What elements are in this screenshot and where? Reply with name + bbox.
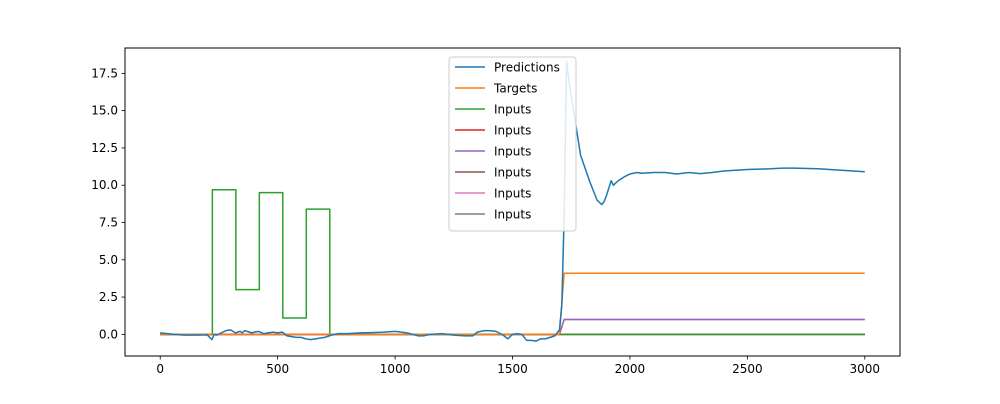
- y-tick-label: 7.5: [99, 216, 118, 230]
- y-tick-label: 10.0: [91, 178, 118, 192]
- x-tick-label: 0: [156, 362, 164, 376]
- series-line-predictions-0: [160, 60, 865, 342]
- series-line-inputs-4: [160, 318, 865, 336]
- y-tick-label: 15.0: [91, 104, 118, 118]
- legend-label: Inputs: [494, 124, 531, 138]
- legend-label: Inputs: [494, 187, 531, 201]
- y-tick-label: 17.5: [91, 66, 118, 80]
- legend-label: Inputs: [494, 145, 531, 159]
- series-line-inputs-6: [160, 318, 865, 336]
- y-tick-label: 5.0: [99, 253, 118, 267]
- x-tick-label: 2000: [615, 362, 646, 376]
- y-tick-label: 12.5: [91, 141, 118, 155]
- y-axis: 0.0 2.5 5.0 7.5 10.0 12.5 15.0 17.5: [91, 66, 125, 341]
- x-tick-label: 1000: [380, 362, 411, 376]
- y-tick-label: 2.5: [99, 290, 118, 304]
- series-line-inputs-2: [160, 188, 865, 336]
- legend-box: [448, 56, 577, 232]
- legend-label: Targets: [493, 82, 537, 96]
- legend-label: Inputs: [494, 103, 531, 117]
- x-axis: 0 500 1000 1500 2000 2500 3000: [156, 356, 880, 376]
- series-layer: [160, 60, 865, 342]
- legend-label: Inputs: [494, 166, 531, 180]
- legend-label: Inputs: [494, 208, 531, 222]
- y-tick-label: 0.0: [99, 327, 118, 341]
- legend: Predictions Targets Inputs Inputs Inputs Inpu…: [448, 56, 577, 232]
- legend-label: Predictions: [494, 61, 560, 75]
- series-line-targets-1: [160, 272, 865, 336]
- x-tick-label: 2500: [732, 362, 763, 376]
- x-tick-label: 1500: [497, 362, 528, 376]
- x-tick-label: 3000: [849, 362, 880, 376]
- x-tick-label: 500: [266, 362, 289, 376]
